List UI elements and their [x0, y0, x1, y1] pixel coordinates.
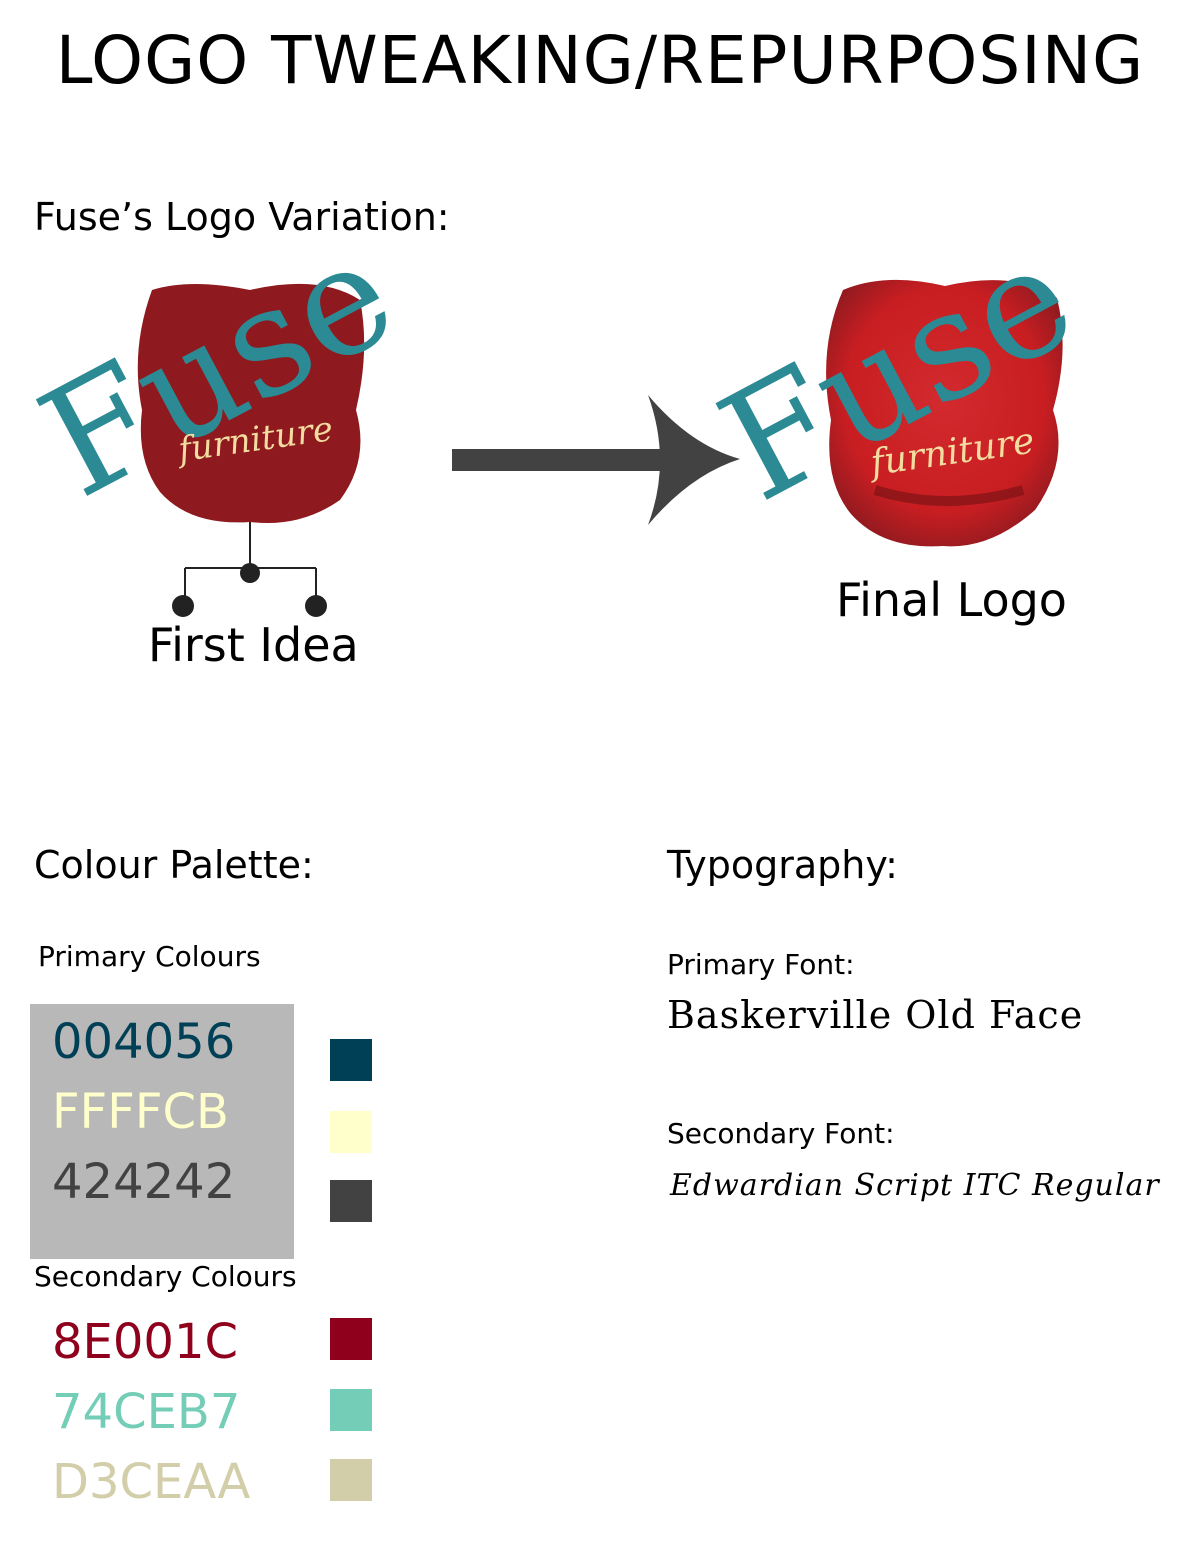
- primary-color-code: FFFFCB: [52, 1084, 229, 1140]
- primary-color-swatch: [330, 1039, 372, 1081]
- chair-shell-icon: [137, 283, 365, 524]
- secondary-font-sample: Edwardian Script ITC Regular: [670, 1168, 1160, 1203]
- primary-font-label: Primary Font:: [667, 948, 855, 981]
- primary-color-code: 424242: [52, 1154, 236, 1210]
- secondary-color-swatch: [330, 1318, 372, 1360]
- secondary-color-code: D3CEAA: [52, 1454, 251, 1510]
- primary-colours-panel: [30, 1004, 294, 1259]
- arrow-right-icon: [452, 395, 740, 525]
- final-logo-caption: Final Logo: [836, 573, 1067, 627]
- chair-base-icon: [184, 522, 317, 598]
- secondary-color-code: 74CEB7: [52, 1384, 241, 1440]
- primary-color-code: 004056: [52, 1014, 236, 1070]
- primary-font-sample: Baskerville Old Face: [667, 993, 1084, 1037]
- secondary-color-swatch: [330, 1459, 372, 1501]
- secondary-color-code: 8E001C: [52, 1314, 238, 1370]
- final-logo: Fuse furniture: [695, 210, 1100, 547]
- secondary-colours-label: Secondary Colours: [34, 1260, 297, 1293]
- typography-heading: Typography:: [667, 843, 898, 887]
- logo-variation-heading: Fuse’s Logo Variation:: [34, 195, 450, 239]
- first-idea-logo: Fuse furniture: [15, 206, 420, 617]
- colour-palette-heading: Colour Palette:: [34, 843, 314, 887]
- primary-color-swatch: [330, 1111, 372, 1153]
- chair-shell-icon: [826, 279, 1063, 547]
- primary-color-swatch: [330, 1180, 372, 1222]
- first-idea-caption: First Idea: [148, 618, 359, 672]
- page-title: LOGO TWEAKING/REPURPOSING: [55, 22, 1145, 99]
- secondary-color-swatch: [330, 1389, 372, 1431]
- primary-colours-label: Primary Colours: [38, 940, 261, 973]
- secondary-font-label: Secondary Font:: [667, 1117, 895, 1150]
